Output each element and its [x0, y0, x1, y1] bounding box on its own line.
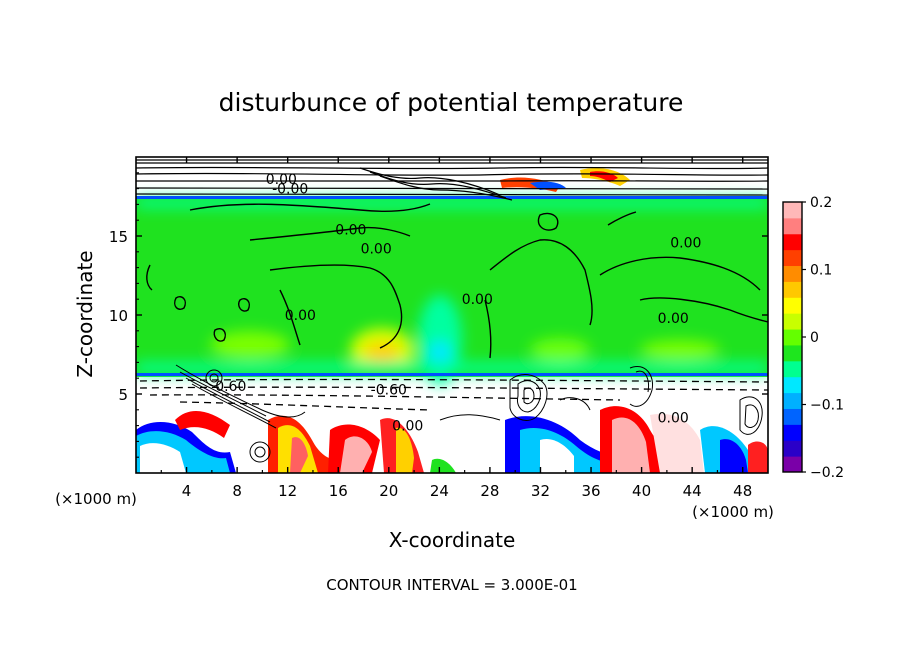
colorbar-segment [783, 376, 802, 394]
upper-contours [136, 159, 768, 201]
colorbar-tick-label: 0.1 [810, 263, 832, 279]
colorbar-segment [783, 408, 802, 425]
contour-label: 0.00 [670, 235, 701, 251]
colorbar-segment [783, 281, 802, 298]
x-unit-left: (×1000 m) [55, 490, 137, 508]
x-tick-label: 16 [329, 482, 348, 500]
colorbar-tick-label: 0 [810, 330, 819, 346]
x-tick-label: 48 [733, 482, 752, 500]
lower-contours [175, 364, 763, 463]
colorbar-tick-label: 0.2 [810, 195, 832, 211]
contour-label: 0.00 [392, 419, 423, 435]
contour-labels: 0.00-0.000.000.000.000.000.000.00-0.600.… [215, 172, 701, 434]
x-unit-right: (×1000 m) [692, 503, 774, 521]
field-lower-blobs [136, 406, 768, 473]
x-tick-label: 32 [531, 482, 550, 500]
colorbar-segment [783, 360, 802, 378]
colorbar-tick-label: −0.2 [810, 465, 844, 481]
contour-label: 0.00 [335, 223, 366, 239]
colorbar-segment [783, 344, 802, 362]
contour-label: 0.00 [266, 172, 297, 188]
x-axis: 4 8 12 16 20 24 28 32 36 40 44 48 [160, 157, 752, 500]
field-anomalies [136, 198, 768, 385]
x-axis-label: X-coordinate [389, 528, 516, 552]
contour-label: -0.60 [371, 382, 407, 398]
colorbar-segment [783, 456, 802, 473]
x-tick-label: 4 [182, 482, 192, 500]
contour-interval-note: CONTOUR INTERVAL = 3.000E-01 [326, 576, 577, 594]
negative-contours [139, 378, 768, 411]
colorbar: 0.2 0.1 0 −0.1 −0.2 [782, 195, 844, 481]
contour-label: 0.00 [462, 292, 493, 308]
contour-label: -0.00 [272, 182, 308, 198]
chart-title: disturbunce of potential temperature [219, 88, 684, 117]
plot-area: 0.00-0.000.000.000.000.000.000.00-0.600.… [136, 157, 768, 473]
contour-label: 0.00 [658, 411, 689, 427]
y-axis: 5 10 15 [109, 172, 768, 458]
x-tick-label: 20 [379, 482, 398, 500]
x-tick-label: 44 [683, 482, 702, 500]
y-axis-label: Z-coordinate [73, 250, 97, 377]
colorbar-segment [783, 440, 802, 457]
y-tick-label: 15 [109, 228, 128, 246]
colorbar-segment [783, 313, 802, 330]
colorbar-segment [783, 329, 802, 346]
colorbar-segment [783, 249, 802, 267]
contour-lines [146, 203, 768, 359]
y-tick-label: 5 [118, 386, 128, 404]
colorbar-segment [783, 265, 802, 282]
x-tick-label: 28 [480, 482, 499, 500]
contour-label: 0.00 [361, 242, 392, 258]
colorbar-segment [783, 297, 802, 314]
x-tick-label: 40 [632, 482, 651, 500]
contour-label: 0.60 [215, 379, 246, 395]
colorbar-tick-label: −0.1 [810, 398, 844, 414]
x-tick-label: 8 [232, 482, 242, 500]
colorbar-segment [783, 392, 802, 409]
colorbar-segment [783, 233, 802, 251]
x-tick-label: 12 [278, 482, 297, 500]
x-tick-label: 24 [430, 482, 449, 500]
contour-label: 0.00 [658, 311, 689, 327]
x-tick-label: 36 [581, 482, 600, 500]
contour-label: 0.00 [285, 308, 316, 324]
y-tick-label: 10 [109, 307, 128, 325]
colorbar-segment [783, 217, 802, 235]
colorbar-segment [783, 424, 802, 441]
colorbar-segment [783, 202, 802, 219]
